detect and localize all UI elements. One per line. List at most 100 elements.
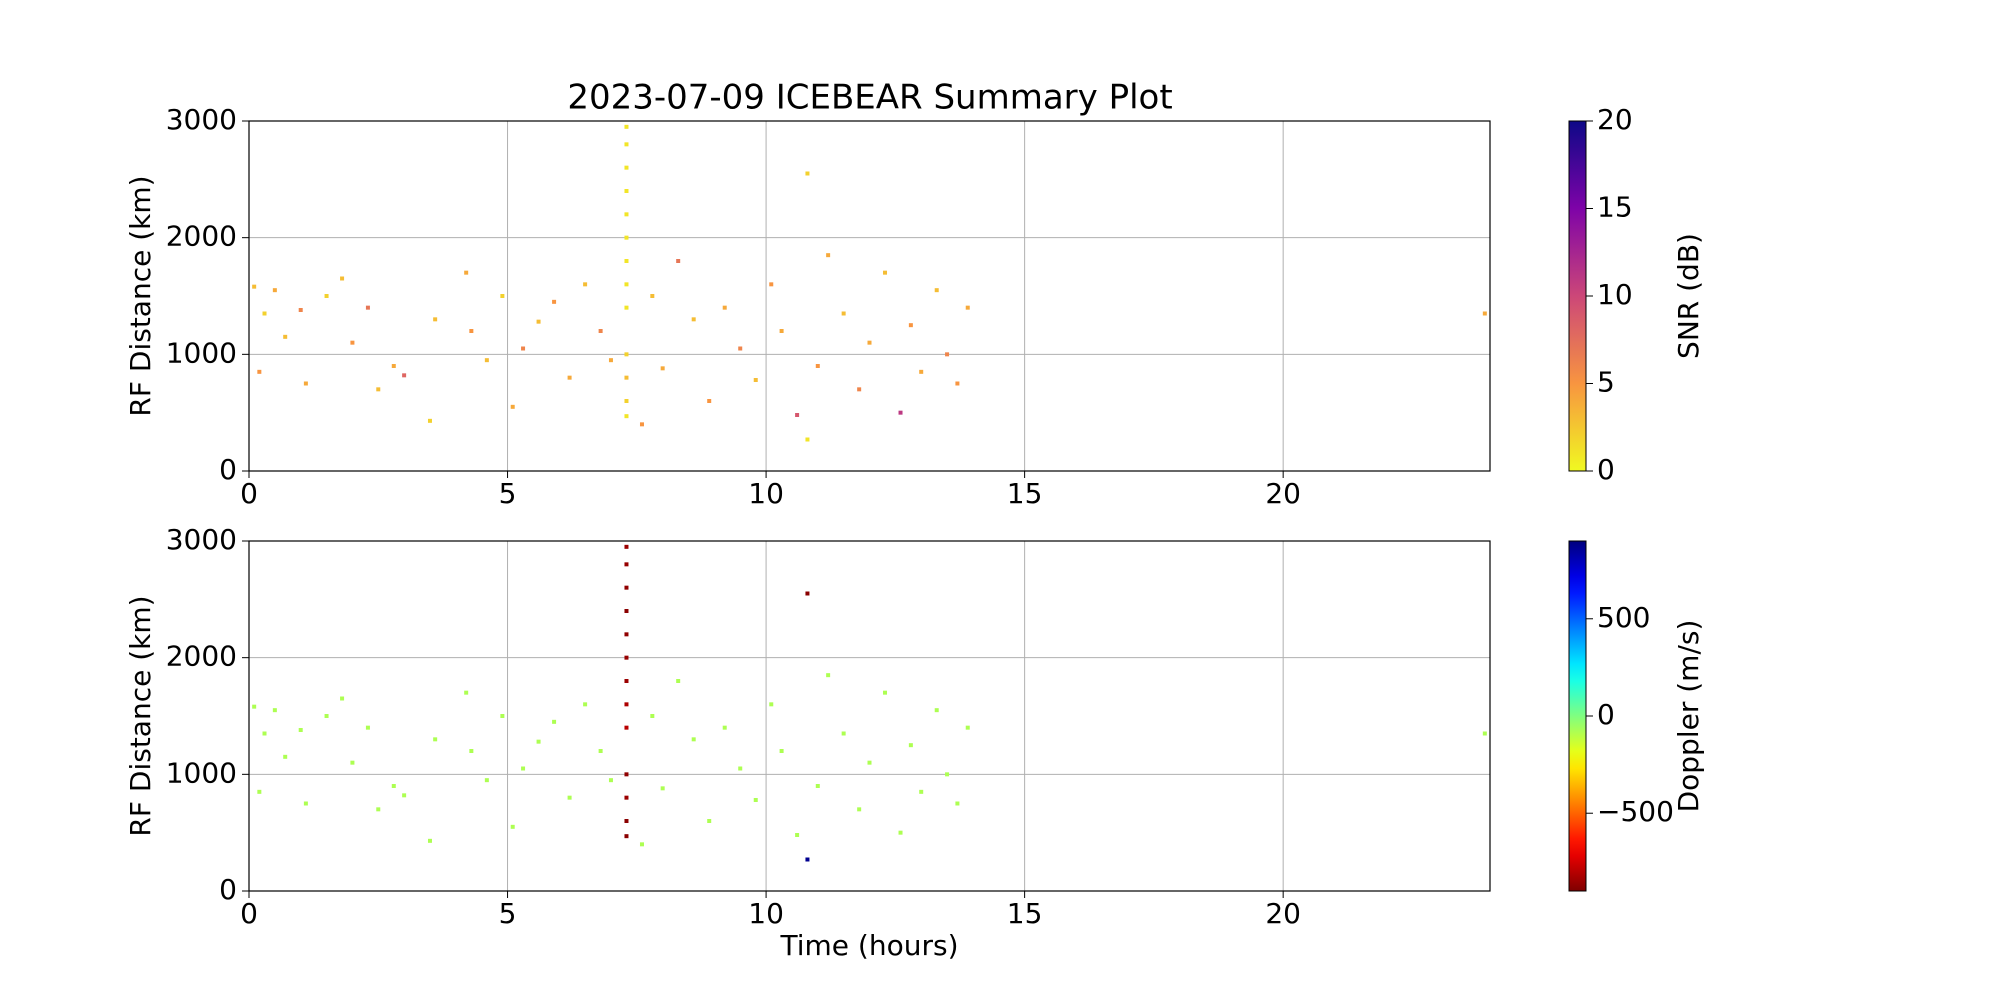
- data-point: [965, 725, 970, 730]
- data-point: [257, 789, 262, 794]
- data-point: [815, 784, 820, 788]
- data-point: [583, 282, 588, 287]
- data-point: [376, 807, 381, 812]
- data-point: [427, 838, 432, 843]
- colorbar-tick-label: 20: [1597, 103, 1633, 136]
- data-point: [624, 585, 629, 590]
- data-point: [883, 270, 888, 275]
- data-point: [484, 358, 489, 363]
- data-point: [624, 282, 629, 287]
- data-point: [908, 323, 913, 328]
- colorbar-tick-label: 0: [1597, 453, 1615, 486]
- data-point: [769, 702, 774, 707]
- data-point: [1482, 731, 1487, 736]
- data-point: [624, 679, 629, 683]
- data-point: [624, 165, 629, 170]
- data-point: [484, 778, 489, 783]
- data-point: [624, 399, 629, 403]
- data-point: [805, 857, 810, 862]
- data-point: [624, 375, 629, 380]
- y-tick-label: 0: [219, 873, 237, 906]
- data-point: [624, 189, 629, 193]
- data-point: [624, 772, 629, 777]
- data-point: [883, 690, 888, 695]
- plot-frame: [248, 540, 1491, 892]
- data-point: [753, 798, 758, 802]
- data-point: [567, 375, 572, 380]
- data-point: [433, 317, 438, 322]
- data-point: [536, 739, 541, 744]
- data-point: [624, 819, 629, 823]
- data-point: [857, 807, 862, 812]
- data-point: [826, 673, 831, 678]
- x-tick-label: 5: [499, 897, 517, 930]
- data-point: [934, 708, 939, 713]
- data-point: [303, 381, 308, 386]
- data-point: [769, 282, 774, 287]
- data-point: [536, 319, 541, 324]
- y-tick-label: 0: [219, 453, 237, 486]
- data-point: [624, 235, 629, 240]
- colorbar-tick-label: 15: [1597, 191, 1633, 224]
- data-point: [608, 778, 613, 783]
- data-point: [707, 819, 712, 823]
- data-point: [779, 749, 784, 753]
- data-point: [464, 690, 469, 695]
- data-point: [552, 299, 557, 304]
- data-point: [624, 795, 629, 800]
- data-point: [867, 760, 872, 765]
- data-point: [898, 830, 903, 835]
- data-point: [707, 399, 712, 403]
- y-tick-label: 1000: [166, 336, 237, 369]
- data-point: [500, 294, 505, 298]
- y-tick-label: 2000: [166, 220, 237, 253]
- data-point: [624, 562, 629, 567]
- data-point: [252, 284, 257, 289]
- plot-frame: [248, 120, 1491, 472]
- data-point: [826, 253, 831, 258]
- data-point: [955, 801, 960, 806]
- y-axis-label: RF Distance (km): [124, 595, 157, 836]
- x-tick-label: 10: [748, 897, 784, 930]
- data-point: [376, 387, 381, 392]
- data-point: [624, 655, 629, 660]
- data-point: [639, 422, 644, 427]
- data-point: [365, 725, 370, 730]
- x-tick-label: 15: [1007, 897, 1043, 930]
- data-point: [955, 381, 960, 386]
- data-point: [598, 329, 603, 333]
- data-point: [908, 743, 913, 748]
- data-point: [252, 704, 257, 709]
- data-point: [583, 702, 588, 707]
- data-point: [427, 418, 432, 423]
- y-tick-label: 3000: [166, 103, 237, 136]
- data-point: [795, 413, 800, 417]
- data-point: [624, 725, 629, 730]
- data-point: [676, 259, 681, 263]
- data-point: [433, 737, 438, 742]
- data-point: [676, 679, 681, 683]
- data-point: [650, 294, 655, 298]
- data-point: [608, 358, 613, 363]
- data-point: [469, 749, 474, 753]
- data-point: [867, 340, 872, 345]
- data-point: [738, 766, 743, 771]
- data-point: [262, 311, 267, 316]
- data-point: [945, 772, 950, 777]
- data-point: [624, 352, 629, 357]
- data-point: [283, 754, 288, 759]
- data-point: [805, 437, 810, 442]
- data-point: [469, 329, 474, 333]
- x-tick-label: 10: [748, 477, 784, 510]
- x-tick-label: 5: [499, 477, 517, 510]
- data-point: [815, 364, 820, 368]
- data-point: [857, 387, 862, 392]
- colorbar-tick-label: 10: [1597, 278, 1633, 311]
- y-tick-label: 3000: [166, 523, 237, 556]
- data-point: [510, 404, 515, 409]
- data-point: [639, 842, 644, 847]
- data-point: [691, 317, 696, 322]
- data-point: [262, 731, 267, 736]
- x-axis-label: Time (hours): [780, 929, 959, 962]
- data-point: [391, 784, 396, 788]
